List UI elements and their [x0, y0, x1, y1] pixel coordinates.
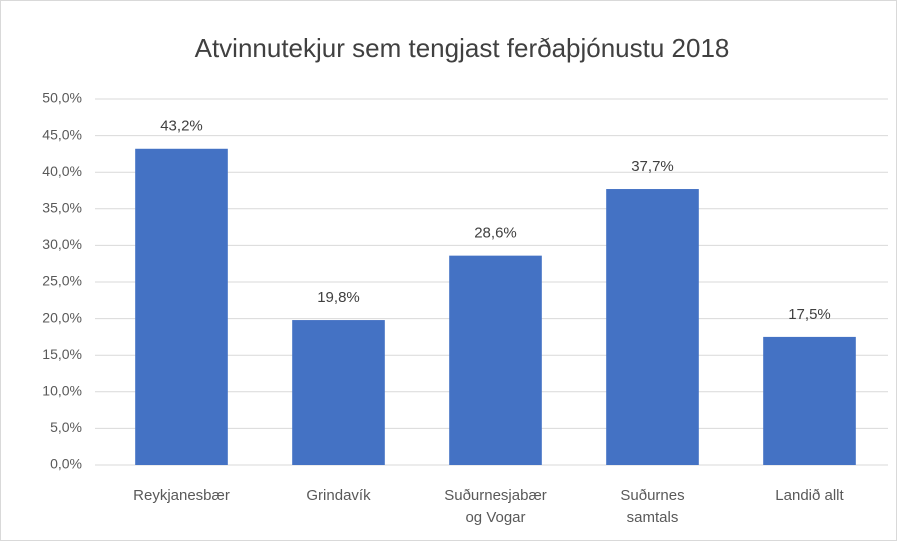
y-tick-label: 25,0% — [42, 273, 82, 289]
bar — [763, 336, 856, 465]
x-tick-label: Landið allt — [775, 487, 844, 504]
x-tick-label: Grindavík — [306, 487, 371, 504]
data-label: 17,5% — [788, 306, 831, 323]
data-label: 43,2% — [160, 118, 203, 135]
bar — [606, 189, 699, 465]
y-tick-label: 10,0% — [42, 383, 82, 399]
x-tick-label: Reykjanesbær — [133, 487, 230, 504]
bar — [292, 320, 385, 465]
y-tick-label: 5,0% — [50, 419, 82, 435]
bar — [135, 148, 228, 465]
y-tick-label: 20,0% — [42, 309, 82, 325]
bar — [449, 255, 542, 465]
y-tick-label: 35,0% — [42, 200, 82, 216]
y-tick-label: 40,0% — [42, 163, 82, 179]
y-tick-label: 45,0% — [42, 126, 82, 142]
data-label: 37,7% — [631, 158, 674, 175]
y-tick-label: 0,0% — [50, 456, 82, 472]
y-tick-label: 30,0% — [42, 236, 82, 252]
x-tick-label: Suðurnesjabær og Vogar — [444, 487, 547, 526]
data-label: 19,8% — [317, 289, 360, 306]
x-tick-label: Suðurnes samtals — [620, 487, 685, 526]
y-tick-label: 50,0% — [42, 90, 82, 106]
data-label: 28,6% — [474, 225, 517, 242]
y-tick-label: 15,0% — [42, 346, 82, 362]
chart-title: Atvinnutekjur sem tengjast ferðaþjónustu… — [195, 33, 730, 63]
